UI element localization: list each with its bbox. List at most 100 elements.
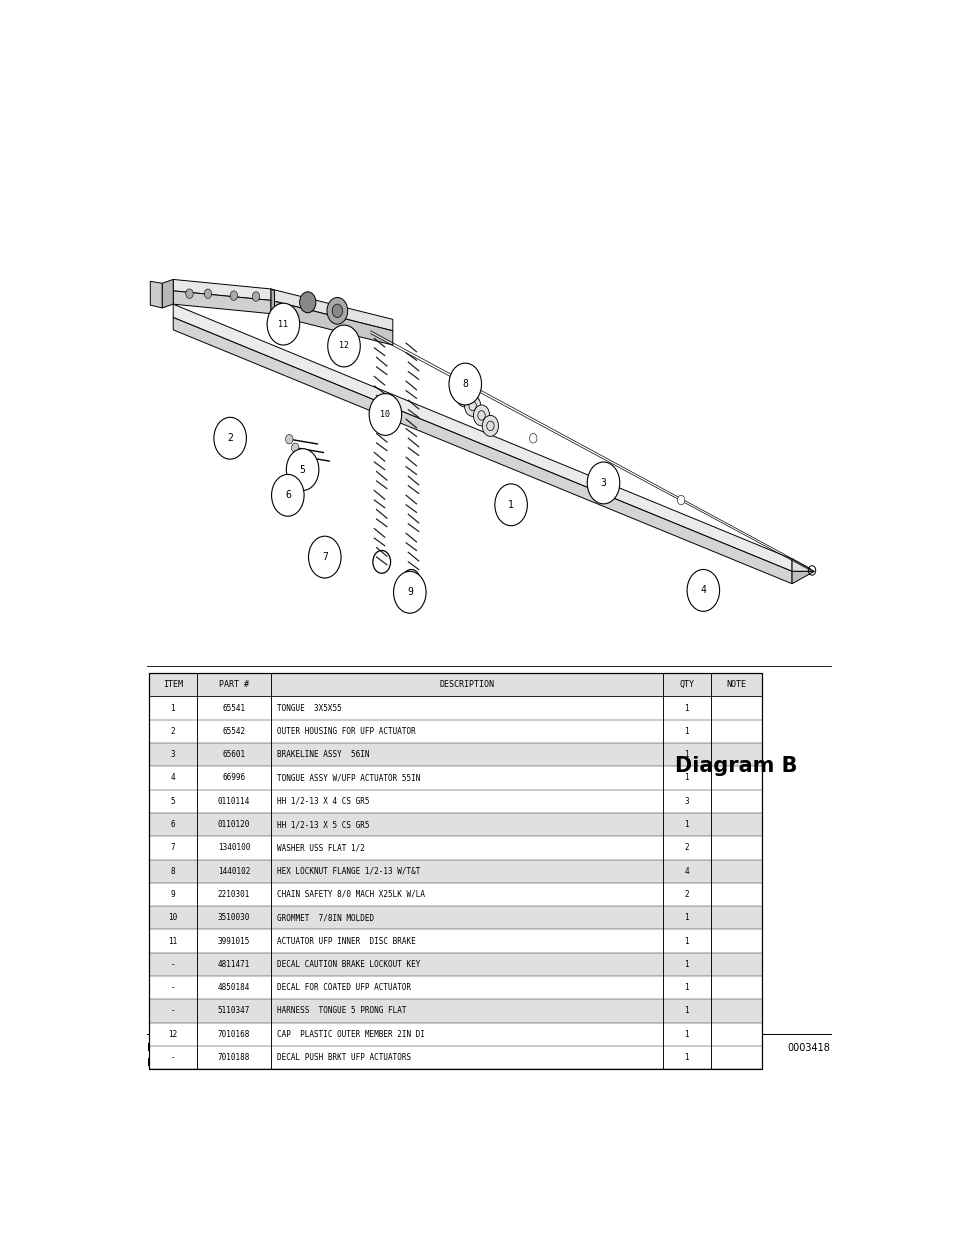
Text: Diagram B: Diagram B [675, 756, 797, 777]
Bar [149, 1023, 761, 1046]
Text: DECAL CAUTION BRAKE LOCKOUT KEY: DECAL CAUTION BRAKE LOCKOUT KEY [276, 960, 419, 968]
Text: -: - [171, 1007, 175, 1015]
Bar [149, 697, 761, 720]
Circle shape [529, 433, 537, 443]
Text: 3: 3 [600, 478, 606, 488]
Text: 66996: 66996 [222, 773, 245, 783]
Polygon shape [791, 572, 813, 584]
Text: Page 4: Page 4 [147, 1058, 180, 1068]
Polygon shape [791, 559, 813, 572]
Text: 7010168: 7010168 [217, 1030, 250, 1039]
Circle shape [272, 474, 304, 516]
Text: 6: 6 [171, 820, 175, 829]
Text: ITEM: ITEM [163, 680, 183, 689]
Circle shape [230, 291, 237, 300]
Text: -: - [171, 983, 175, 992]
Circle shape [292, 443, 298, 452]
Text: PART #: PART # [218, 680, 249, 689]
Text: 7010188: 7010188 [217, 1053, 250, 1062]
Bar [149, 1046, 761, 1070]
Polygon shape [173, 317, 791, 584]
Text: 11: 11 [168, 936, 177, 946]
Circle shape [677, 495, 684, 505]
Bar [149, 860, 761, 883]
Text: HH 1/2-13 X 5 CS GR5: HH 1/2-13 X 5 CS GR5 [276, 820, 369, 829]
Text: 2: 2 [171, 727, 175, 736]
Text: 65541: 65541 [222, 704, 245, 713]
Text: 1: 1 [683, 1053, 688, 1062]
Text: 8: 8 [462, 379, 468, 389]
Text: 12: 12 [168, 1030, 177, 1039]
Text: 4: 4 [700, 585, 705, 595]
Circle shape [394, 572, 426, 614]
Bar [149, 999, 761, 1023]
Text: 2: 2 [683, 890, 688, 899]
Bar [149, 976, 761, 999]
Text: 1: 1 [683, 704, 688, 713]
Bar [149, 673, 761, 697]
Polygon shape [271, 300, 393, 345]
Bar [149, 906, 761, 930]
Text: OUTER HOUSING FOR UFP ACTUATOR: OUTER HOUSING FOR UFP ACTUATOR [276, 727, 416, 736]
Circle shape [473, 405, 489, 426]
Text: 10: 10 [380, 410, 390, 419]
Polygon shape [162, 279, 173, 308]
Text: 0110114: 0110114 [217, 797, 250, 805]
Circle shape [464, 395, 480, 416]
Text: 1440102: 1440102 [217, 867, 250, 876]
Circle shape [603, 464, 610, 473]
Polygon shape [173, 279, 271, 300]
Circle shape [495, 484, 527, 526]
Text: 4: 4 [171, 773, 175, 783]
Text: 1: 1 [683, 913, 688, 923]
Text: QTY: QTY [679, 680, 694, 689]
Bar [149, 813, 761, 836]
Circle shape [285, 435, 293, 443]
Polygon shape [173, 291, 271, 314]
Polygon shape [173, 304, 791, 572]
Circle shape [328, 325, 360, 367]
Circle shape [213, 417, 246, 459]
Text: 1: 1 [683, 983, 688, 992]
Text: TONGUE ASSY W/UFP ACTUATOR 55IN: TONGUE ASSY W/UFP ACTUATOR 55IN [276, 773, 419, 783]
Bar [149, 930, 761, 952]
Text: 65542: 65542 [222, 727, 245, 736]
Circle shape [308, 536, 341, 578]
Text: 1: 1 [683, 960, 688, 968]
Text: GROMMET  7/8IN MOLDED: GROMMET 7/8IN MOLDED [276, 913, 374, 923]
Bar [149, 883, 761, 906]
Text: 2: 2 [227, 433, 233, 443]
Bar [149, 766, 761, 789]
Circle shape [186, 289, 193, 299]
Text: 2210301: 2210301 [217, 890, 250, 899]
Bar [149, 720, 761, 743]
Text: ACTUATOR UFP INNER  DISC BRAKE: ACTUATOR UFP INNER DISC BRAKE [276, 936, 416, 946]
Text: 1: 1 [683, 773, 688, 783]
Circle shape [332, 304, 342, 317]
Circle shape [252, 291, 259, 301]
Circle shape [456, 385, 472, 406]
Text: BRAKELINE ASSY  56IN: BRAKELINE ASSY 56IN [276, 750, 369, 760]
Text: 3: 3 [171, 750, 175, 760]
Bar [149, 836, 761, 860]
Circle shape [267, 304, 299, 345]
Circle shape [204, 289, 212, 299]
Text: CHAIN SAFETY 8/0 MACH X25LK W/LA: CHAIN SAFETY 8/0 MACH X25LK W/LA [276, 890, 424, 899]
Text: 10: 10 [168, 913, 177, 923]
Text: 2: 2 [683, 844, 688, 852]
Text: 3991015: 3991015 [217, 936, 250, 946]
Text: HH 1/2-13 X 4 CS GR5: HH 1/2-13 X 4 CS GR5 [276, 797, 369, 805]
Text: 1: 1 [683, 727, 688, 736]
Text: 6: 6 [285, 490, 291, 500]
Text: 5110347: 5110347 [217, 1007, 250, 1015]
Text: Ida Grove, IA  51445: Ida Grove, IA 51445 [272, 1042, 378, 1052]
Text: 1: 1 [683, 936, 688, 946]
Text: 1: 1 [683, 1007, 688, 1015]
Text: DESCRIPTION: DESCRIPTION [438, 680, 494, 689]
Text: 7: 7 [171, 844, 175, 852]
Text: 4: 4 [683, 867, 688, 876]
Text: -: - [171, 1053, 175, 1062]
Polygon shape [271, 289, 274, 317]
Text: 65601: 65601 [222, 750, 245, 760]
Text: Midwest Industries, Inc.: Midwest Industries, Inc. [147, 1042, 289, 1052]
